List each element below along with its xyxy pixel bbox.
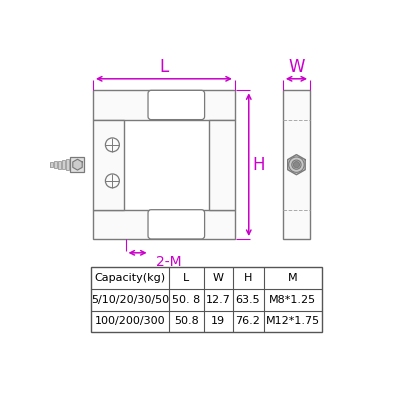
Bar bbox=[62, 160, 65, 169]
Bar bbox=[93, 210, 235, 239]
Text: W: W bbox=[288, 58, 305, 76]
Bar bbox=[58, 161, 61, 169]
Text: 100/200/300: 100/200/300 bbox=[95, 316, 166, 326]
Bar bbox=[54, 161, 57, 168]
Bar bbox=[91, 268, 322, 332]
FancyBboxPatch shape bbox=[148, 210, 205, 239]
Text: L: L bbox=[183, 273, 189, 283]
Text: Capacity(kg): Capacity(kg) bbox=[95, 273, 166, 283]
Bar bbox=[46, 163, 50, 166]
Text: H: H bbox=[253, 156, 265, 174]
Circle shape bbox=[292, 160, 301, 169]
Polygon shape bbox=[288, 155, 305, 175]
Text: 19: 19 bbox=[211, 316, 225, 326]
Text: W: W bbox=[213, 273, 224, 283]
Bar bbox=[93, 120, 124, 210]
Text: 12.7: 12.7 bbox=[206, 295, 231, 305]
Bar bbox=[50, 162, 54, 167]
Bar bbox=[70, 157, 84, 172]
Text: 63.5: 63.5 bbox=[236, 295, 260, 305]
Text: L: L bbox=[159, 58, 168, 76]
Text: M: M bbox=[288, 273, 297, 283]
Circle shape bbox=[106, 174, 119, 188]
FancyBboxPatch shape bbox=[148, 90, 205, 120]
Text: H: H bbox=[244, 273, 252, 283]
Circle shape bbox=[293, 162, 299, 168]
Text: M8*1.25: M8*1.25 bbox=[269, 295, 316, 305]
Bar bbox=[209, 120, 235, 210]
Text: 50.8: 50.8 bbox=[174, 316, 199, 326]
Text: 76.2: 76.2 bbox=[236, 316, 260, 326]
Text: 5/10/20/30/50: 5/10/20/30/50 bbox=[91, 295, 169, 305]
Bar bbox=[66, 159, 69, 170]
Bar bbox=[93, 90, 235, 120]
Text: 50. 8: 50. 8 bbox=[172, 295, 201, 305]
Bar bbox=[283, 90, 310, 239]
Text: 2-M: 2-M bbox=[156, 255, 181, 269]
Polygon shape bbox=[73, 159, 82, 170]
Circle shape bbox=[289, 157, 304, 172]
Text: M12*1.75: M12*1.75 bbox=[266, 316, 320, 326]
Circle shape bbox=[106, 138, 119, 152]
